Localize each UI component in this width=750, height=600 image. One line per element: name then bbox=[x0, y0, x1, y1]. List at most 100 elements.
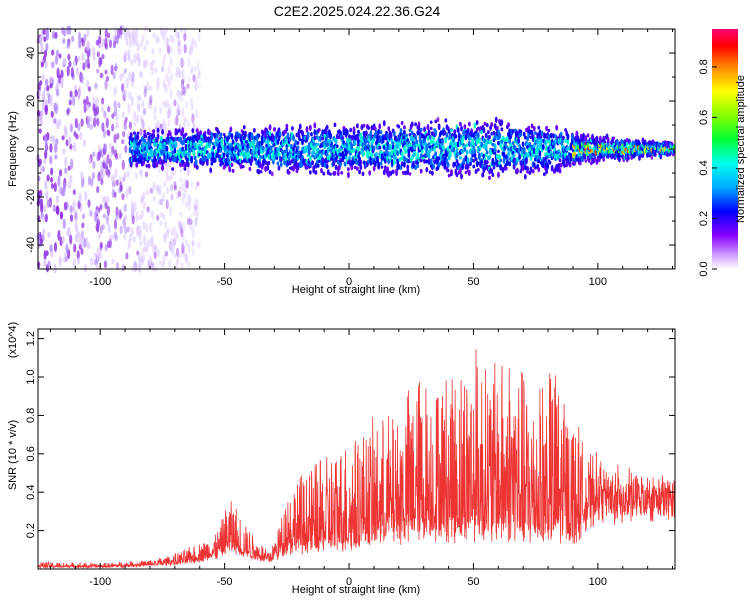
heatmap-cell bbox=[140, 195, 145, 203]
heatmap-cell bbox=[352, 126, 356, 133]
heatmap-cell bbox=[428, 147, 432, 153]
heatmap-cell bbox=[81, 222, 85, 229]
heatmap-cell bbox=[298, 137, 302, 142]
heatmap-cell bbox=[195, 108, 199, 119]
heatmap-cell bbox=[437, 156, 441, 161]
heatmap-cell bbox=[203, 131, 207, 135]
heatmap-cell bbox=[350, 146, 354, 150]
heatmap-cell bbox=[184, 252, 188, 260]
heatmap-cell bbox=[41, 93, 45, 103]
heatmap-cell bbox=[243, 145, 247, 151]
heatmap-cell bbox=[308, 124, 312, 132]
heatmap-cell bbox=[429, 126, 433, 131]
heatmap-cell bbox=[166, 226, 170, 235]
heatmap-cell bbox=[175, 160, 179, 164]
heatmap-cell bbox=[112, 233, 116, 241]
heatmap-cell bbox=[123, 203, 127, 213]
heatmap-cell bbox=[588, 145, 592, 150]
heatmap-cell bbox=[177, 40, 181, 47]
heatmap-cell bbox=[156, 36, 160, 44]
heatmap-cell bbox=[80, 177, 85, 188]
heatmap-cell bbox=[155, 161, 159, 168]
heatmap-cell bbox=[317, 159, 321, 164]
heatmap-cell bbox=[162, 253, 166, 265]
heatmap-cell bbox=[400, 120, 404, 126]
heatmap-cell bbox=[534, 131, 537, 135]
heatmap-cell bbox=[495, 154, 499, 160]
heatmap-cell bbox=[191, 38, 195, 44]
heatmap-cell bbox=[185, 180, 190, 190]
heatmap-cell bbox=[133, 110, 137, 122]
heatmap-cell bbox=[77, 123, 81, 132]
heatmap-cell bbox=[116, 132, 120, 140]
heatmap-cell bbox=[44, 149, 48, 160]
heatmap-cell bbox=[375, 152, 378, 157]
heatmap-cell bbox=[187, 57, 191, 67]
heatmap-cell bbox=[180, 90, 184, 96]
heatmap-cell bbox=[162, 118, 166, 126]
heatmap-cell bbox=[422, 156, 425, 160]
heatmap-cell bbox=[240, 159, 244, 164]
heatmap-cell bbox=[429, 158, 433, 163]
heatmap-cell bbox=[179, 59, 183, 67]
heatmap-cell bbox=[77, 55, 81, 62]
heatmap-cell bbox=[350, 164, 354, 171]
heatmap-cell bbox=[69, 205, 73, 214]
heatmap-cell bbox=[37, 89, 41, 97]
heatmap-cell bbox=[138, 262, 142, 274]
heatmap-cell bbox=[134, 26, 139, 38]
heatmap-cell bbox=[414, 122, 417, 127]
heatmap-cell bbox=[227, 157, 231, 165]
heatmap-cell bbox=[342, 128, 346, 136]
heatmap-cell bbox=[461, 139, 465, 145]
heatmap-cell bbox=[386, 150, 390, 157]
heatmap-cell bbox=[185, 179, 189, 188]
heatmap-cell bbox=[470, 157, 473, 163]
heatmap-cell bbox=[474, 133, 478, 137]
heatmap-cell bbox=[70, 158, 74, 170]
heatmap-cell bbox=[156, 214, 160, 221]
heatmap-cell bbox=[473, 136, 477, 141]
heatmap-cell bbox=[103, 110, 107, 119]
heatmap-cell bbox=[537, 125, 541, 130]
heatmap-cell bbox=[179, 90, 184, 96]
heatmap-cell bbox=[279, 162, 283, 167]
heatmap-cell bbox=[70, 66, 74, 78]
heatmap-cell bbox=[55, 138, 59, 146]
heatmap-cell bbox=[176, 107, 180, 114]
heatmap-cell bbox=[360, 124, 364, 131]
heatmap-cell bbox=[178, 211, 183, 217]
heatmap-cell bbox=[481, 173, 485, 178]
heatmap-cell bbox=[42, 215, 46, 222]
heatmap-cell bbox=[143, 157, 147, 162]
heatmap-cell bbox=[138, 214, 142, 221]
heatmap-cell bbox=[342, 125, 346, 130]
heatmap-cell bbox=[453, 129, 457, 135]
heatmap-cell bbox=[327, 139, 331, 144]
heatmap-cell bbox=[447, 173, 451, 178]
heatmap-cell bbox=[316, 163, 320, 168]
heatmap-cell bbox=[164, 250, 169, 257]
heatmap-cell bbox=[289, 143, 293, 149]
heatmap-cell bbox=[194, 160, 198, 166]
heatmap-cell bbox=[45, 190, 49, 200]
heatmap-cell bbox=[54, 154, 58, 160]
heatmap-cell bbox=[334, 138, 338, 145]
heatmap-cell bbox=[466, 157, 470, 164]
heatmap-cell bbox=[399, 156, 403, 161]
y-tick-label: 0.4 bbox=[25, 485, 37, 500]
heatmap-cell bbox=[163, 102, 168, 109]
heatmap-cell bbox=[259, 155, 263, 159]
y-tick-label: 0.2 bbox=[25, 523, 37, 538]
heatmap-cell bbox=[154, 246, 159, 253]
heatmap-cell bbox=[311, 154, 314, 158]
heatmap-cell bbox=[434, 151, 438, 157]
heatmap-cell bbox=[176, 43, 180, 54]
heatmap-cell bbox=[69, 234, 73, 245]
heatmap-cell bbox=[336, 159, 340, 165]
heatmap-cell bbox=[488, 134, 491, 140]
heatmap-cell bbox=[284, 136, 288, 143]
heatmap-cell bbox=[220, 141, 224, 146]
heatmap-cell bbox=[49, 135, 54, 142]
heatmap-cell bbox=[579, 136, 583, 143]
